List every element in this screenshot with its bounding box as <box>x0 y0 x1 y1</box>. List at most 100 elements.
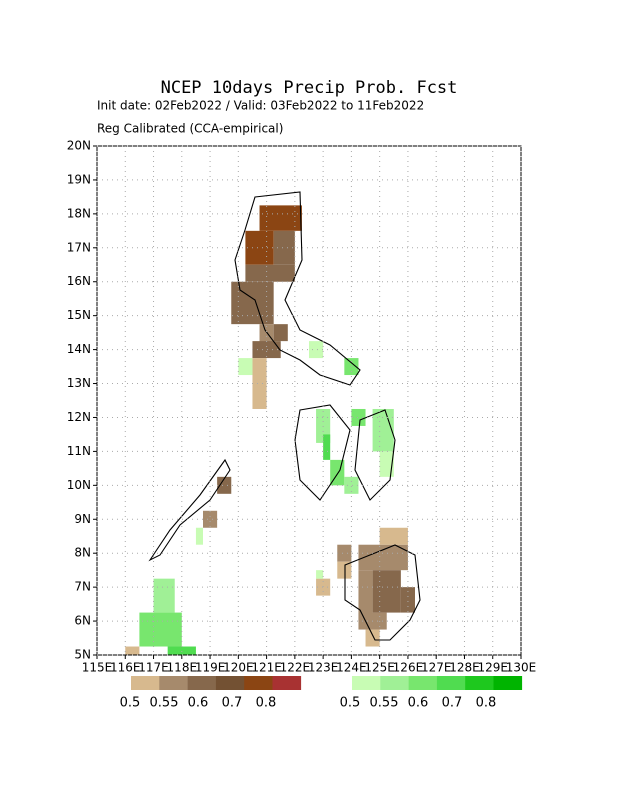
prob-cell <box>358 570 373 622</box>
coastline <box>354 409 396 501</box>
x-tick-label: 118E <box>167 661 198 675</box>
legend-label: 0.6 <box>408 696 429 711</box>
prob-cell <box>238 358 253 376</box>
prob-cell <box>309 341 324 359</box>
x-tick-label: 122E <box>280 661 311 675</box>
map-frame <box>96 145 522 656</box>
prob-cell <box>203 510 218 528</box>
x-tick-label: 126E <box>393 661 424 675</box>
prob-cell <box>195 527 203 545</box>
legend-swatch <box>244 676 273 690</box>
prob-cell <box>379 451 394 477</box>
coastline <box>148 458 231 562</box>
prob-cell <box>316 578 331 596</box>
legend-swatch <box>159 676 188 690</box>
legend-swatch <box>493 676 523 690</box>
y-tick-label: 12N <box>67 410 91 424</box>
x-tick-label: 124E <box>336 661 367 675</box>
x-tick-label: 119E <box>195 661 226 675</box>
legend-label: 0.5 <box>340 696 361 711</box>
prob-cell <box>337 544 352 562</box>
y-tick-label: 13N <box>67 376 91 390</box>
legend-label: 0.55 <box>150 696 179 711</box>
prob-cell <box>153 578 175 613</box>
x-tick-label: 125E <box>364 661 395 675</box>
prob-cell <box>316 570 324 579</box>
prob-cell <box>139 612 182 647</box>
prob-cell <box>372 408 394 452</box>
y-tick-label: 9N <box>74 512 91 526</box>
probability-cells <box>125 205 415 655</box>
prob-cell <box>167 646 196 655</box>
legend-swatch <box>380 676 409 690</box>
prob-cell <box>344 476 359 494</box>
prob-cell <box>252 358 267 409</box>
title: NCEP 10days Precip Prob. Fcst <box>161 78 458 98</box>
legend-label: 0.7 <box>222 696 243 711</box>
coastline <box>294 404 351 501</box>
legend: 0.5 0.55 0.6 0.7 0.8 0.5 0.55 0.6 0.7 0.8 <box>120 676 523 711</box>
x-tick-label: 123E <box>308 661 339 675</box>
y-tick-label: 18N <box>67 206 91 220</box>
y-tick-label: 6N <box>74 614 91 628</box>
y-tick-label: 14N <box>67 342 91 356</box>
prob-cell <box>125 646 140 655</box>
prob-cell <box>337 561 352 579</box>
legend-label: 0.6 <box>188 696 209 711</box>
y-tick-label: 5N <box>74 648 91 662</box>
x-tick-label: 129E <box>477 661 508 675</box>
y-tick-label: 11N <box>67 444 91 458</box>
x-tick-label: 121E <box>251 661 282 675</box>
y-tick-label: 16N <box>67 274 91 288</box>
axes: 115E116E117E118E119E120E121E122E123E124E… <box>67 139 537 675</box>
legend-label: 0.8 <box>476 696 497 711</box>
legend-swatch <box>215 676 245 690</box>
legend-swatch <box>436 676 466 690</box>
y-tick-label: 7N <box>74 580 91 594</box>
prob-cell <box>245 264 295 282</box>
prob-cell <box>372 570 401 613</box>
x-tick-label: 116E <box>110 661 141 675</box>
method: Reg Calibrated (CCA-empirical) <box>97 122 283 136</box>
coastline <box>234 191 361 386</box>
subtitle: Init date: 02Feb2022 / Valid: 03Feb2022 … <box>97 99 424 113</box>
prob-cell <box>252 341 281 359</box>
legend-swatch <box>352 676 381 690</box>
x-tick-label: 115E <box>82 661 113 675</box>
legend-swatch <box>187 676 217 690</box>
x-tick-label: 130E <box>506 661 537 675</box>
y-tick-label: 19N <box>67 172 91 186</box>
x-tick-label: 127E <box>421 661 452 675</box>
prob-cell <box>245 230 274 265</box>
legend-label: 0.7 <box>442 696 463 711</box>
y-tick-label: 20N <box>67 139 91 153</box>
prob-cell <box>217 476 232 494</box>
prob-cell <box>365 629 380 647</box>
coastlines <box>148 191 421 641</box>
prob-cell <box>351 408 366 426</box>
prob-cell <box>400 587 415 613</box>
x-tick-label: 128E <box>449 661 480 675</box>
y-tick-label: 8N <box>74 546 91 560</box>
legend-label: 0.5 <box>120 696 141 711</box>
legend-swatch <box>408 676 438 690</box>
y-tick-label: 15N <box>67 308 91 322</box>
prob-cell <box>231 281 274 325</box>
legend-label: 0.8 <box>256 696 277 711</box>
x-tick-label: 120E <box>223 661 254 675</box>
prob-cell <box>358 544 408 571</box>
coastline <box>344 544 421 641</box>
prob-cell <box>259 205 302 231</box>
legend-swatch <box>465 676 494 690</box>
legend-swatch <box>272 676 302 690</box>
legend-label: 0.55 <box>370 696 399 711</box>
prob-cell <box>273 324 288 342</box>
y-tick-label: 10N <box>67 478 91 492</box>
prob-cell <box>273 230 295 265</box>
prob-cell <box>323 434 331 460</box>
x-tick-label: 117E <box>138 661 169 675</box>
legend-swatch <box>131 676 160 690</box>
prob-cell <box>379 527 408 545</box>
y-tick-label: 17N <box>67 240 91 254</box>
